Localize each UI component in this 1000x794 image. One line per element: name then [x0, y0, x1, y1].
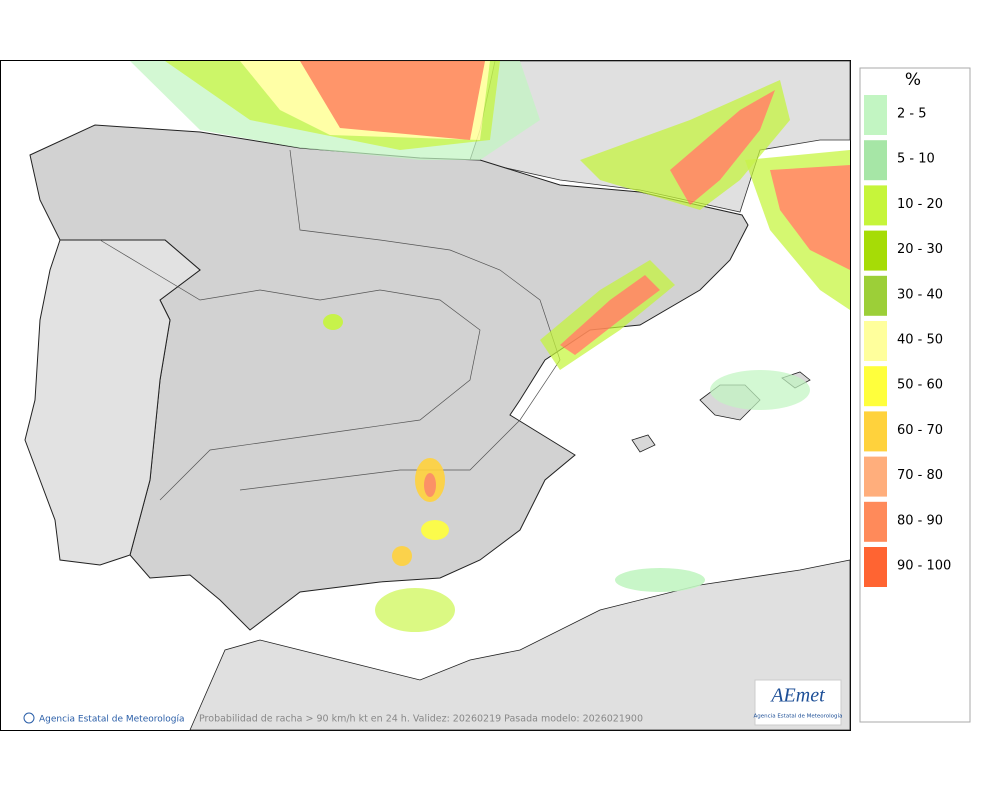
legend-label: 60 - 70: [897, 423, 943, 438]
legend-label: 40 - 50: [897, 333, 943, 348]
copyright-icon: [23, 712, 35, 724]
legend-label: 80 - 90: [897, 513, 943, 528]
area-spot: [424, 473, 436, 497]
area-low: [615, 568, 705, 592]
legend-swatch: [864, 366, 887, 407]
legend-swatch: [864, 411, 887, 452]
area-max: [300, 61, 485, 140]
probability-areas: [130, 61, 850, 632]
legend-label: 50 - 60: [897, 378, 943, 393]
logo: AEmet: [769, 685, 825, 707]
map-footer: Agencia Estatal de Meteorología Probabil…: [23, 679, 843, 726]
legend-label: 20 - 30: [897, 242, 943, 257]
area-max: [770, 165, 850, 270]
legend-swatch: [864, 140, 887, 181]
area-spot: [323, 314, 343, 330]
legend-swatch: [864, 501, 887, 542]
area-spot: [421, 520, 449, 540]
area-max: [670, 90, 775, 205]
legend-swatch: [864, 321, 887, 361]
legend: % 2 - 5 5 - 10 10 - 20 20 - 30 30 - 40 40 - 5…: [859, 67, 971, 723]
legend-swatch: [864, 456, 887, 497]
legend-swatch: [864, 547, 887, 587]
legend-label: 2 - 5: [897, 107, 927, 122]
legend-label: 30 - 40: [897, 287, 943, 302]
legend-swatch: [864, 95, 887, 135]
legend-swatch: [864, 185, 887, 226]
credit: Agencia Estatal de Meteorología: [39, 715, 185, 725]
ibiza: [631, 434, 656, 453]
legend-swatch: [864, 230, 887, 271]
logo-box: [754, 679, 842, 726]
legend-swatch: [864, 275, 887, 316]
legend-label: 90 - 100: [897, 559, 951, 574]
area-max: [560, 275, 660, 355]
africa: [189, 559, 851, 731]
area-spot: [375, 588, 455, 632]
regional-borders: [239, 149, 561, 491]
legend-title: %: [905, 70, 921, 90]
portugal: [24, 239, 201, 566]
legend-label: 70 - 80: [897, 468, 943, 483]
area-low: [710, 370, 810, 410]
caption: Probabilidad de racha > 90 km/h kt en 24…: [199, 714, 643, 725]
logo-subtitle: Agencia Estatal de Meteorología: [754, 713, 843, 720]
area-spot: [392, 546, 412, 566]
legend-label: 10 - 20: [897, 197, 943, 212]
regional-borders: [99, 239, 481, 501]
legend-label: 5 - 10: [897, 152, 935, 167]
